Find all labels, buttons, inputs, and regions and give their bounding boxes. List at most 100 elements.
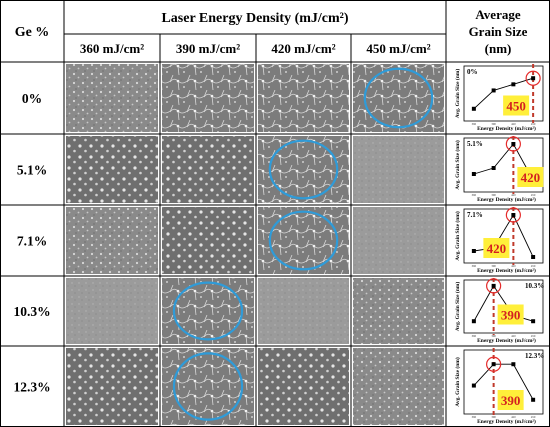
grain-size-header: Average Grain Size (nm): [469, 7, 528, 56]
sem-image: [66, 64, 158, 132]
sem-image: [258, 348, 349, 425]
data-point: [531, 255, 536, 259]
grain-size-chart: Avg. Grain Size (nm) Energy Density (mJ/c…: [454, 64, 544, 132]
x-tick-label: 450: [531, 264, 536, 268]
series-line: [473, 363, 534, 400]
peak-label-box: [497, 304, 524, 325]
highlight-circle: [363, 67, 434, 129]
row-label: 12.3%: [13, 380, 50, 395]
sem-image: [353, 278, 444, 344]
x-tick-label: 420: [511, 193, 516, 197]
row-header-label: Ge %: [15, 25, 50, 40]
x-tick-label: 450: [531, 122, 536, 126]
grain-size-charts: Avg. Grain Size (nm) Energy Density (mJ/c…: [454, 64, 544, 425]
peak-marker: [486, 278, 502, 294]
data-point: [491, 283, 496, 288]
highlight-circle: [268, 139, 339, 200]
peak-marker: [525, 70, 541, 86]
x-axis-label: Energy Density (mJ/cm²): [477, 337, 536, 344]
series-line: [473, 77, 534, 110]
peak-label: 390: [501, 393, 521, 408]
sem-image: [66, 207, 158, 274]
peak-label-box: [517, 167, 544, 187]
sem-image: [66, 136, 158, 203]
peak-marker: [505, 136, 521, 152]
sem-image: [353, 136, 444, 203]
data-point: [491, 88, 496, 93]
y-axis-label: Avg. Grain Size (nm): [454, 140, 461, 190]
x-tick-label: 360: [472, 122, 477, 126]
x-tick-label: 420: [511, 264, 516, 268]
y-axis-label: Avg. Grain Size (nm): [454, 282, 461, 332]
grain-size-chart: Avg. Grain Size (nm) Energy Density (mJ/c…: [454, 278, 544, 344]
row-labels: 0% 5.1% 7.1% 10.3% 12.3%: [13, 91, 50, 395]
row-label: 10.3%: [13, 304, 50, 319]
data-point: [491, 166, 496, 170]
sem-image: [258, 278, 349, 344]
x-tick-label: 390: [491, 193, 496, 197]
grain-size-header-line: Average: [475, 7, 520, 22]
row-label: 0%: [22, 91, 42, 106]
x-tick-label: 390: [491, 334, 496, 338]
row-label: 5.1%: [17, 163, 47, 178]
sem-image: [258, 136, 349, 203]
data-point: [471, 249, 476, 253]
sem-image: [66, 348, 158, 425]
grain-size-header-line: Grain Size: [469, 24, 528, 39]
x-axis-label: Energy Density (mJ/cm²): [477, 196, 536, 203]
data-point: [511, 82, 516, 87]
data-point: [491, 362, 496, 367]
sem-image-grid: [66, 64, 444, 425]
series-line: [473, 143, 534, 181]
data-point: [531, 76, 536, 81]
y-axis-label: Avg. Grain Size (nm): [454, 211, 461, 261]
x-tick-label: 360: [472, 264, 477, 268]
column-headers: 360 mJ/cm² 390 mJ/cm² 420 mJ/cm² 450 mJ/cm²: [80, 41, 431, 56]
x-tick-label: 390: [491, 264, 496, 268]
peak-label-box: [503, 95, 530, 116]
chart-title: 10.3%: [525, 282, 544, 290]
x-tick-label: 360: [472, 415, 477, 419]
grain-size-chart: Avg. Grain Size (nm) Energy Density (mJ/c…: [454, 348, 544, 425]
column-header: 390 mJ/cm²: [176, 41, 240, 56]
y-axis-label: Avg. Grain Size (nm): [454, 357, 461, 407]
chart-title: 0%: [467, 68, 478, 76]
sem-image: [353, 207, 444, 274]
peak-label: 420: [487, 241, 507, 256]
x-axis-label: Energy Density (mJ/cm²): [477, 418, 536, 425]
peak-marker: [505, 207, 521, 223]
peak-label-box: [483, 238, 510, 258]
sem-image: [162, 207, 254, 274]
peak-label-box: [497, 390, 524, 410]
data-point: [531, 319, 536, 324]
x-tick-label: 420: [511, 415, 516, 419]
x-tick-label: 450: [531, 334, 536, 338]
x-tick-label: 360: [472, 334, 477, 338]
row-label: 7.1%: [17, 234, 47, 249]
peak-label: 390: [501, 308, 521, 323]
data-point: [511, 142, 516, 146]
chart-title: 12.3%: [525, 352, 544, 360]
x-axis-label: Energy Density (mJ/cm²): [477, 125, 536, 132]
sem-image: [162, 136, 254, 203]
y-axis-label: Avg. Grain Size (nm): [454, 69, 461, 119]
x-tick-label: 420: [511, 122, 516, 126]
sem-image: [162, 278, 254, 344]
x-tick-label: 450: [531, 193, 536, 197]
column-header: 360 mJ/cm²: [80, 41, 144, 56]
sem-image: [66, 278, 158, 344]
chart-title: 7.1%: [467, 211, 483, 219]
data-point: [471, 172, 476, 176]
column-header: 450 mJ/cm²: [366, 41, 430, 56]
data-point: [471, 383, 476, 388]
grain-size-header-line: (nm): [485, 41, 512, 56]
sem-image: [353, 64, 444, 132]
x-tick-label: 450: [531, 415, 536, 419]
group-header-label: Laser Energy Density (mJ/cm²): [161, 11, 348, 26]
sem-image: [162, 348, 254, 425]
sem-image: [258, 207, 349, 274]
x-tick-label: 420: [511, 334, 516, 338]
peak-marker: [486, 356, 502, 372]
grain-size-chart: Avg. Grain Size (nm) Energy Density (mJ/c…: [454, 136, 544, 203]
